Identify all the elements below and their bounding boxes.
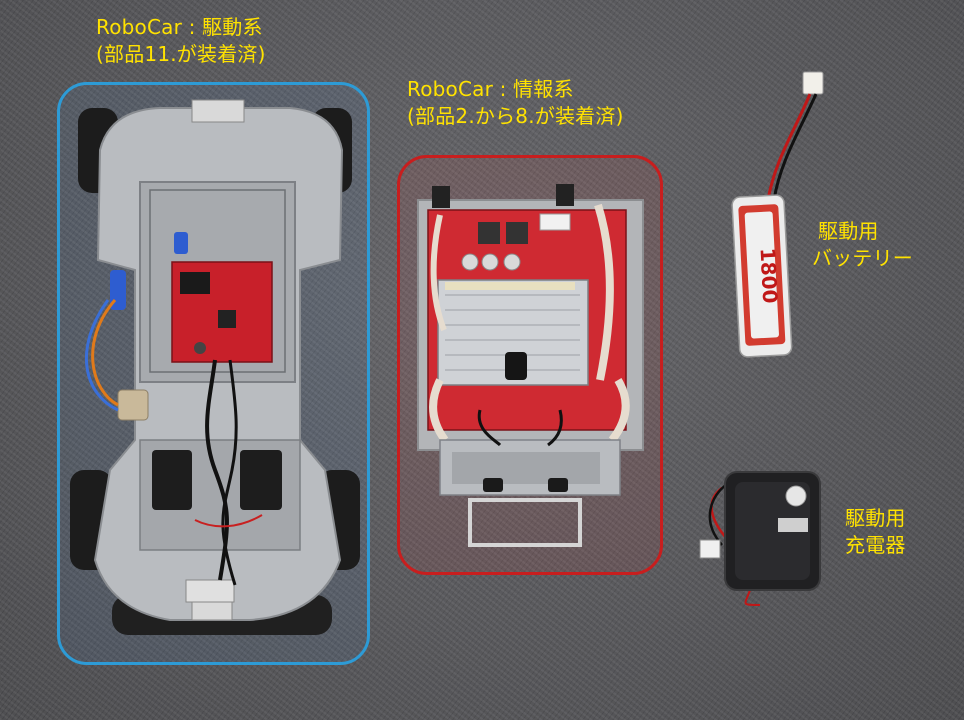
drive-chassis xyxy=(70,99,360,635)
info-board-stack xyxy=(417,184,644,547)
battery-label-line2: バッテリー xyxy=(812,246,913,270)
info-system-label: RoboCar : 情報系 (部品2.から8.が装着済) xyxy=(407,76,624,130)
charger-label-line1: 駆動用 xyxy=(845,506,906,530)
battery-pack: 1800 xyxy=(731,71,824,358)
info-system-note: (部品2.から8.が装着済) xyxy=(407,104,624,128)
battery-label-line1: 駆動用 xyxy=(818,219,879,243)
battery-charger xyxy=(699,471,821,606)
battery-label: 駆動用 バッテリー xyxy=(812,218,913,272)
charger-label-line2: 充電器 xyxy=(845,533,906,557)
drive-system-note: (部品11.が装着済) xyxy=(96,42,266,66)
battery-capacity-print: 1800 xyxy=(755,247,782,304)
info-system-title: RoboCar : 情報系 xyxy=(407,77,574,101)
drive-system-title: RoboCar : 駆動系 xyxy=(96,15,263,39)
charger-label: 駆動用 充電器 xyxy=(845,505,906,559)
drive-system-label: RoboCar : 駆動系 (部品11.が装着済) xyxy=(96,14,266,68)
